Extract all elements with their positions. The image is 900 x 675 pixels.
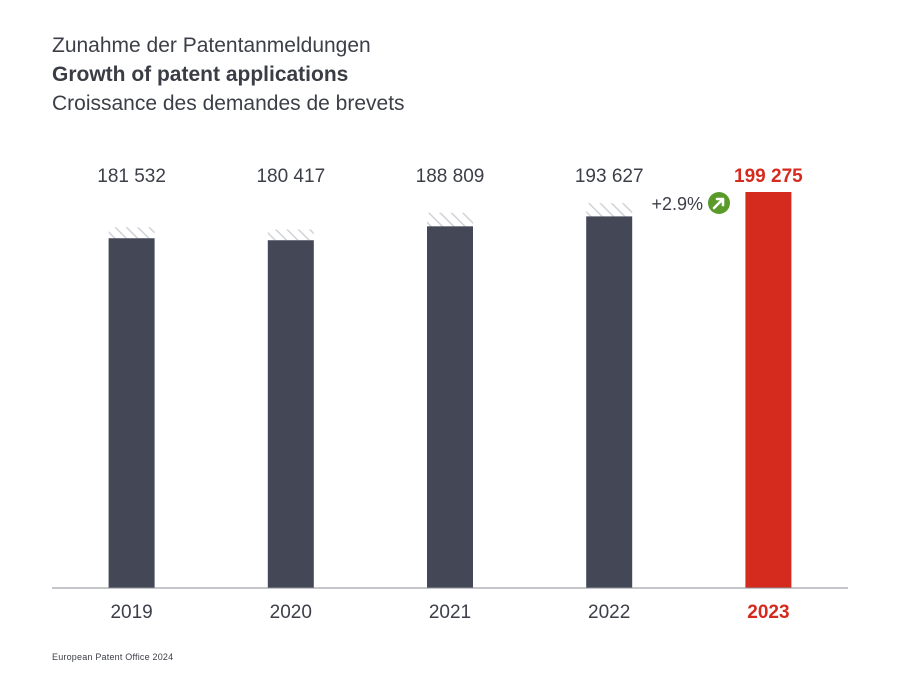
value-label-2022: 193 627 (575, 166, 644, 187)
source-footer: European Patent Office 2024 (52, 652, 174, 662)
x-tick-label-2022: 2022 (588, 602, 630, 623)
growth-indicator: +2.9% (651, 192, 730, 214)
bar-hatch-2022 (586, 203, 633, 217)
bar-2022 (586, 216, 633, 588)
value-label-2019: 181 532 (97, 166, 166, 187)
x-tick-label-2021: 2021 (429, 602, 471, 623)
x-tick-label-2020: 2020 (270, 602, 312, 623)
bar-2021 (427, 226, 473, 588)
growth-percent-label: +2.9% (651, 194, 703, 214)
x-tick-label-2023: 2023 (747, 602, 789, 623)
value-label-2020: 180 417 (256, 166, 325, 187)
chart-title-block: Zunahme der Patentanmeldungen Growth of … (52, 31, 405, 118)
title-english: Growth of patent applications (52, 63, 349, 86)
bar-chart: 181 532 2019 180 417 2020 188 809 2021 193 627… (52, 166, 848, 623)
bar-hatch-2020 (267, 229, 314, 241)
bar-2019 (108, 238, 155, 588)
bar-2020 (267, 240, 314, 588)
bar-hatch-2021 (427, 212, 473, 227)
labels-layer: 181 532 2019 180 417 2020 188 809 2021 193 627… (97, 166, 803, 623)
x-tick-label-2019: 2019 (110, 602, 152, 623)
value-label-2023: 199 275 (734, 166, 803, 187)
bars-layer (108, 192, 792, 588)
title-german: Zunahme der Patentanmeldungen (52, 34, 371, 57)
arrow-up-right-icon (708, 192, 730, 214)
bar-hatch-2019 (108, 227, 155, 239)
title-french: Croissance des demandes de brevets (52, 92, 405, 115)
value-label-2021: 188 809 (416, 166, 485, 187)
bar-2023 (745, 192, 792, 588)
